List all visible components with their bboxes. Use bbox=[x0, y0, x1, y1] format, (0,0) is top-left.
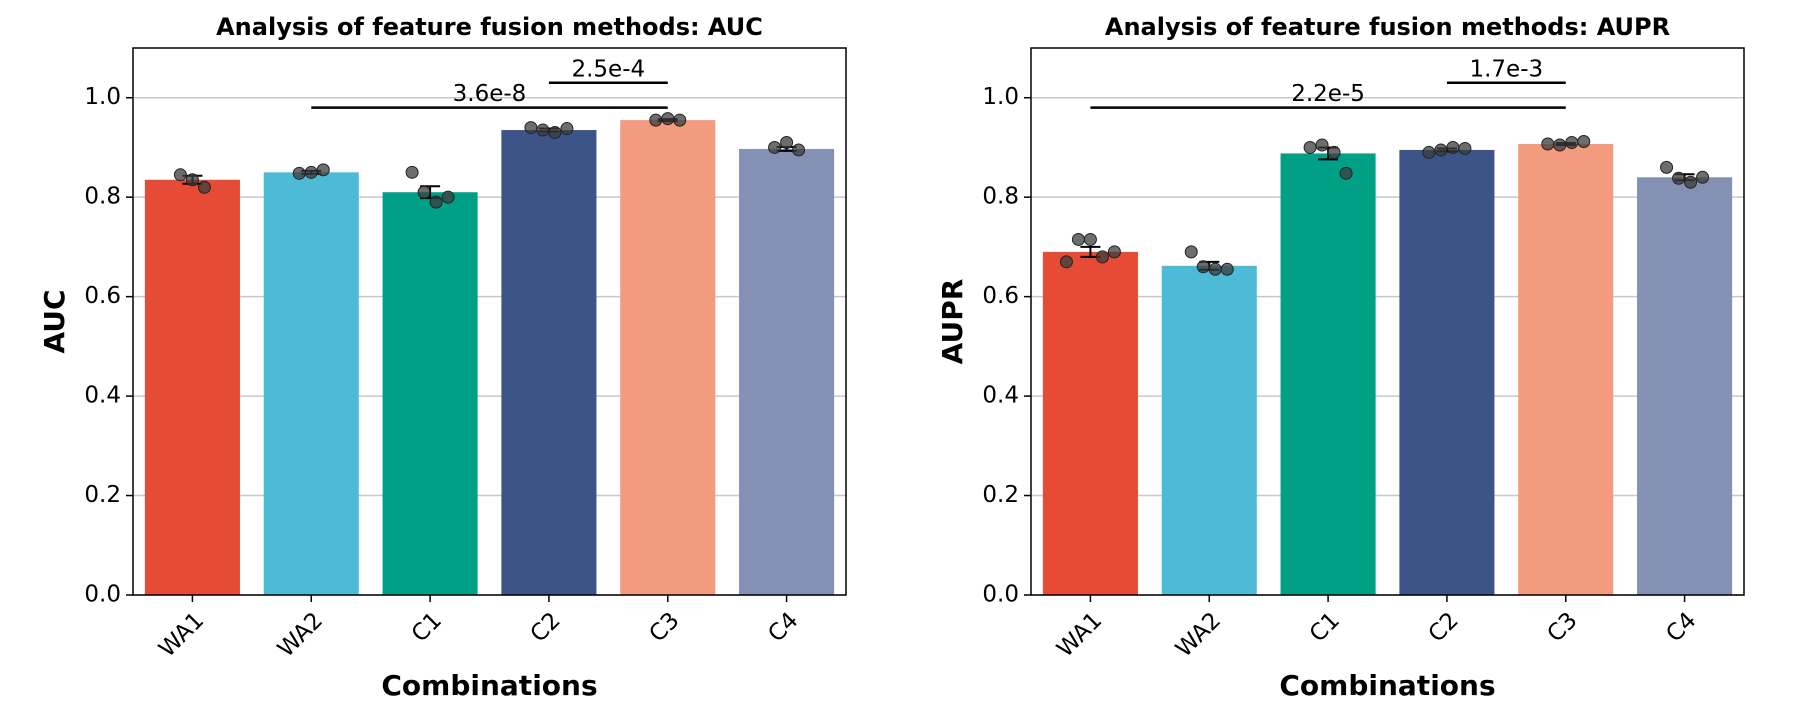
data-point bbox=[1220, 262, 1234, 276]
y-tick-label: 0.4 bbox=[982, 383, 1019, 409]
data-point bbox=[1696, 170, 1710, 184]
x-tick-label: C1 bbox=[407, 607, 447, 647]
bar bbox=[1518, 143, 1614, 595]
data-point bbox=[673, 113, 687, 127]
data-point bbox=[548, 126, 562, 140]
x-tick-label: C3 bbox=[1542, 607, 1582, 647]
y-tick-label: 1.0 bbox=[982, 84, 1019, 110]
significance-label: 2.5e-4 bbox=[571, 56, 645, 82]
data-point bbox=[441, 190, 455, 204]
bar bbox=[1399, 149, 1495, 595]
y-tick-label: 0.2 bbox=[84, 482, 121, 508]
data-point bbox=[185, 173, 199, 187]
data-point bbox=[1184, 245, 1198, 259]
data-point bbox=[1095, 250, 1109, 264]
data-point bbox=[1303, 140, 1317, 154]
x-tick-label: WA2 bbox=[1171, 607, 1226, 662]
plot-frame bbox=[132, 47, 847, 596]
data-point bbox=[292, 166, 306, 180]
data-point bbox=[560, 122, 574, 136]
data-point bbox=[1458, 141, 1472, 155]
x-tick-label: C2 bbox=[526, 607, 566, 647]
x-tick-label: C1 bbox=[1305, 607, 1345, 647]
data-point bbox=[1553, 138, 1567, 152]
y-tick-label: 0.0 bbox=[84, 582, 121, 608]
data-point bbox=[1577, 134, 1591, 148]
bar bbox=[1637, 177, 1733, 596]
data-point bbox=[405, 165, 419, 179]
chart-title: Analysis of feature fusion methods: AUPR bbox=[1105, 13, 1670, 41]
data-point bbox=[1196, 260, 1210, 274]
data-point bbox=[1422, 145, 1436, 159]
data-point bbox=[1565, 135, 1579, 149]
x-tick-label: C2 bbox=[1424, 607, 1464, 647]
data-point bbox=[316, 163, 330, 177]
x-axis-label: Combinations bbox=[381, 669, 597, 702]
data-point bbox=[1446, 140, 1460, 154]
significance-label: 3.6e-8 bbox=[453, 81, 527, 107]
data-point bbox=[536, 123, 550, 137]
data-point bbox=[1208, 262, 1222, 276]
data-point bbox=[1684, 175, 1698, 189]
data-point bbox=[304, 165, 318, 179]
x-axis-label: Combinations bbox=[1279, 669, 1495, 702]
bar bbox=[263, 172, 359, 595]
data-point bbox=[780, 135, 794, 149]
data-point bbox=[1327, 145, 1341, 159]
data-point bbox=[1541, 137, 1555, 151]
x-tick-label: WA2 bbox=[273, 607, 328, 662]
data-point bbox=[661, 112, 675, 126]
plot-frame bbox=[1030, 47, 1745, 596]
bar bbox=[620, 120, 716, 595]
bar bbox=[501, 130, 597, 596]
x-tick-label: C3 bbox=[644, 607, 684, 647]
data-point bbox=[197, 180, 211, 194]
x-tick-label: WA1 bbox=[154, 607, 209, 662]
bar bbox=[1042, 251, 1138, 595]
data-point bbox=[1660, 160, 1674, 174]
data-point bbox=[1083, 232, 1097, 246]
data-point bbox=[649, 113, 663, 127]
bar bbox=[382, 192, 478, 595]
data-point bbox=[173, 168, 187, 182]
significance-label: 2.2e-5 bbox=[1291, 81, 1365, 107]
data-point bbox=[1071, 232, 1085, 246]
y-tick-label: 0.6 bbox=[982, 283, 1019, 309]
data-point bbox=[1315, 138, 1329, 152]
x-tick-label: WA1 bbox=[1052, 607, 1107, 662]
bar bbox=[1280, 153, 1376, 595]
y-tick-label: 0.6 bbox=[84, 283, 121, 309]
data-point bbox=[1434, 143, 1448, 157]
bar bbox=[144, 179, 240, 595]
x-tick-label: C4 bbox=[763, 607, 803, 647]
significance-label: 1.7e-3 bbox=[1469, 56, 1543, 82]
y-axis-label: AUC bbox=[38, 289, 71, 353]
data-point bbox=[429, 195, 443, 209]
x-tick-label: C4 bbox=[1661, 607, 1701, 647]
y-axis-label: AUPR bbox=[936, 279, 969, 365]
y-tick-label: 0.2 bbox=[982, 482, 1019, 508]
data-point bbox=[1107, 245, 1121, 259]
data-point bbox=[524, 121, 538, 135]
y-tick-label: 0.8 bbox=[982, 184, 1019, 210]
chart-title: Analysis of feature fusion methods: AUC bbox=[216, 13, 763, 41]
y-tick-label: 0.4 bbox=[84, 383, 121, 409]
data-point bbox=[1059, 255, 1073, 269]
data-point bbox=[792, 143, 806, 157]
bar bbox=[739, 148, 835, 596]
y-tick-label: 1.0 bbox=[84, 84, 121, 110]
bar bbox=[1161, 265, 1257, 595]
y-tick-label: 0.0 bbox=[982, 582, 1019, 608]
data-point bbox=[1672, 171, 1686, 185]
data-point bbox=[1339, 166, 1353, 180]
data-point bbox=[417, 185, 431, 199]
y-tick-label: 0.8 bbox=[84, 184, 121, 210]
data-point bbox=[768, 140, 782, 154]
